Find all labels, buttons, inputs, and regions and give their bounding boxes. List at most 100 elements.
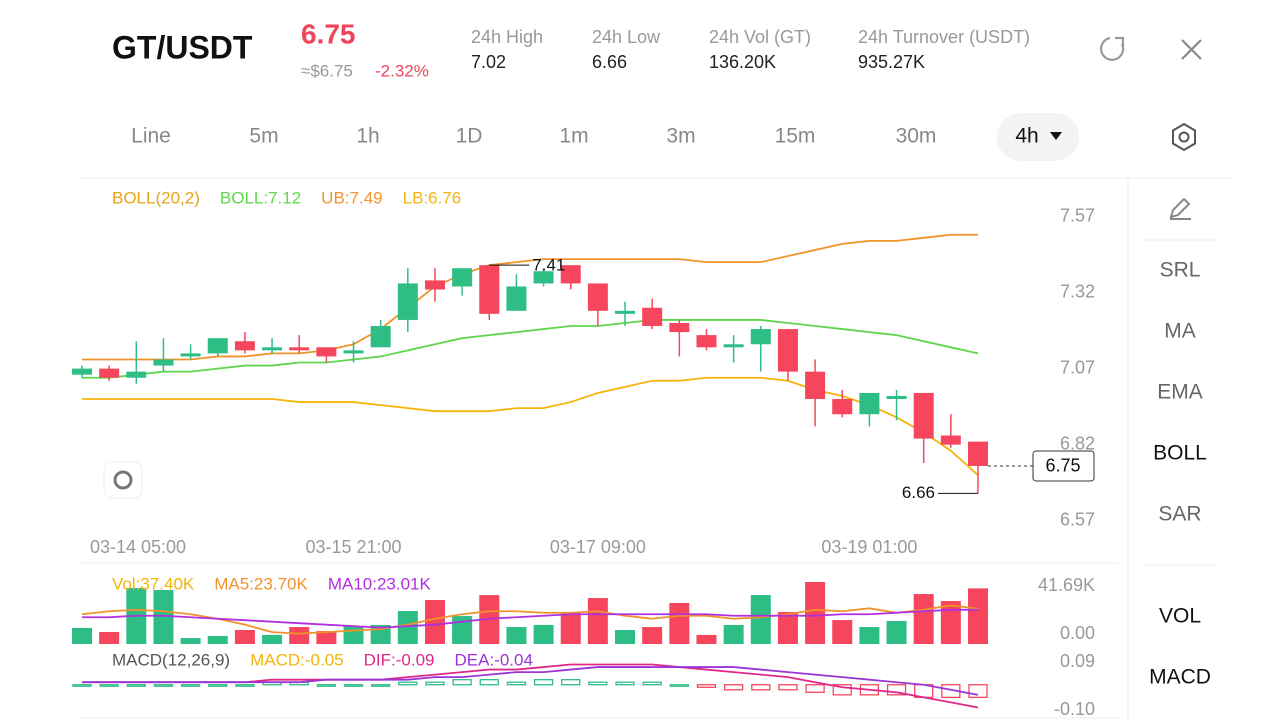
volume-bar <box>805 582 826 644</box>
indicator-option[interactable]: VOL <box>1159 605 1201 628</box>
timeframe-tab[interactable]: 1D <box>456 125 483 148</box>
volume-bar <box>72 627 92 644</box>
legend-item: UB:7.49 <box>321 188 382 207</box>
candle-body <box>234 341 255 351</box>
macd-bar <box>642 681 662 686</box>
macd-bar <box>180 684 201 687</box>
indicator-line <box>82 233 978 361</box>
close-icon[interactable] <box>1181 39 1202 60</box>
volume-bar <box>560 612 581 644</box>
change: -2.32% <box>375 61 429 80</box>
candle-body <box>452 268 473 287</box>
indicator-option[interactable]: MA <box>1164 320 1196 343</box>
candle-body <box>587 283 608 311</box>
candle-body <box>750 329 771 345</box>
indicator-line <box>82 608 979 629</box>
candle-body <box>153 359 174 366</box>
y-tick-label: 0.00 <box>1060 623 1095 643</box>
timeframe-tab[interactable]: 3m <box>666 125 695 148</box>
refresh-icon[interactable] <box>1100 36 1125 61</box>
macd-bar <box>153 684 174 687</box>
indicator-line <box>82 376 979 476</box>
indicator-option[interactable]: SRL <box>1160 259 1201 282</box>
stat-label: 24h Low <box>592 27 661 47</box>
stat-label: 24h High <box>471 27 543 47</box>
indicator-option[interactable]: SAR <box>1158 503 1201 526</box>
macd-bar <box>506 681 527 686</box>
volume-bar <box>968 588 988 644</box>
legend-item: MA10:23.01K <box>328 574 432 593</box>
candle-body <box>397 283 418 320</box>
candle-body <box>180 353 201 357</box>
macd-bar <box>805 684 825 693</box>
macd-bar <box>561 679 581 686</box>
volume-bar <box>207 635 228 644</box>
volume-bar <box>506 627 527 644</box>
timeframe-tab[interactable]: 4h <box>1015 125 1038 148</box>
macd-bar <box>533 679 554 686</box>
macd-bar <box>886 684 907 696</box>
legend-item: LB:6.76 <box>403 188 462 207</box>
timeframe-tab[interactable]: 5m <box>249 125 278 148</box>
macd-bar <box>371 684 391 687</box>
volume-bar <box>587 598 608 644</box>
candle-body <box>940 435 961 445</box>
candle-body <box>859 392 880 415</box>
candle-body <box>723 344 744 348</box>
indicator-option[interactable]: BOLL <box>1153 442 1207 465</box>
macd-bar <box>425 681 445 686</box>
candle-body <box>99 368 120 378</box>
indicator-option[interactable]: MACD <box>1149 666 1211 689</box>
edit-icon[interactable] <box>1169 197 1191 220</box>
y-tick-label: 0.09 <box>1060 651 1095 671</box>
macd-bar <box>479 679 499 686</box>
y-tick-label: -0.10 <box>1054 699 1095 719</box>
volume-bar <box>234 630 255 644</box>
candle-body <box>560 265 581 284</box>
volume-bar <box>696 634 717 644</box>
legend-item: MA5:23.70K <box>214 574 308 593</box>
x-tick-label: 03-17 09:00 <box>550 537 646 557</box>
volume-bar <box>913 594 934 644</box>
indicator-option[interactable]: EMA <box>1157 381 1203 404</box>
candle-body <box>316 347 337 357</box>
last-price-label: 6.75 <box>1045 456 1080 476</box>
legend-item: Vol:37.40K <box>112 574 195 593</box>
timeframe-tab[interactable]: 1m <box>559 125 588 148</box>
dropdown-arrow <box>1050 132 1062 140</box>
candle-body <box>533 271 554 284</box>
settings-icon[interactable] <box>1172 122 1196 152</box>
macd-bar <box>99 684 119 687</box>
timeframe-tab[interactable]: 1h <box>356 125 379 148</box>
y-tick-label: 7.32 <box>1060 281 1095 301</box>
candle-body <box>289 347 310 351</box>
x-tick-label: 03-15 21:00 <box>305 537 401 557</box>
legend-item: DIF:-0.09 <box>364 650 435 669</box>
macd-bar <box>778 684 798 691</box>
stat-value: 7.02 <box>471 52 506 72</box>
indicator-line <box>82 666 979 696</box>
macd-bar <box>832 684 852 696</box>
active-tab-bg <box>997 113 1079 161</box>
candle-body <box>696 335 717 348</box>
candle-body <box>968 441 988 466</box>
y-tick-label: 6.57 <box>1060 509 1095 529</box>
timeframe-tab[interactable]: 15m <box>775 125 816 148</box>
approx-price: ≈$6.75 <box>301 61 353 80</box>
stat-label: 24h Vol (GT) <box>709 27 811 47</box>
low-marker: 6.66 <box>902 483 935 502</box>
y-tick-label: 6.82 <box>1060 433 1095 453</box>
y-tick-label: 7.07 <box>1060 357 1095 377</box>
volume-bar <box>180 638 201 644</box>
logo-button[interactable] <box>103 461 143 499</box>
volume-bar <box>940 601 961 644</box>
macd-bar <box>588 681 608 686</box>
timeframe-tab[interactable]: Line <box>131 125 171 148</box>
candle-body <box>913 392 934 439</box>
candle-body <box>479 265 500 314</box>
timeframe-tab[interactable]: 30m <box>896 125 937 148</box>
volume-bar <box>316 631 337 644</box>
macd-bar <box>316 684 337 687</box>
y-tick-label: 41.69K <box>1038 575 1095 595</box>
